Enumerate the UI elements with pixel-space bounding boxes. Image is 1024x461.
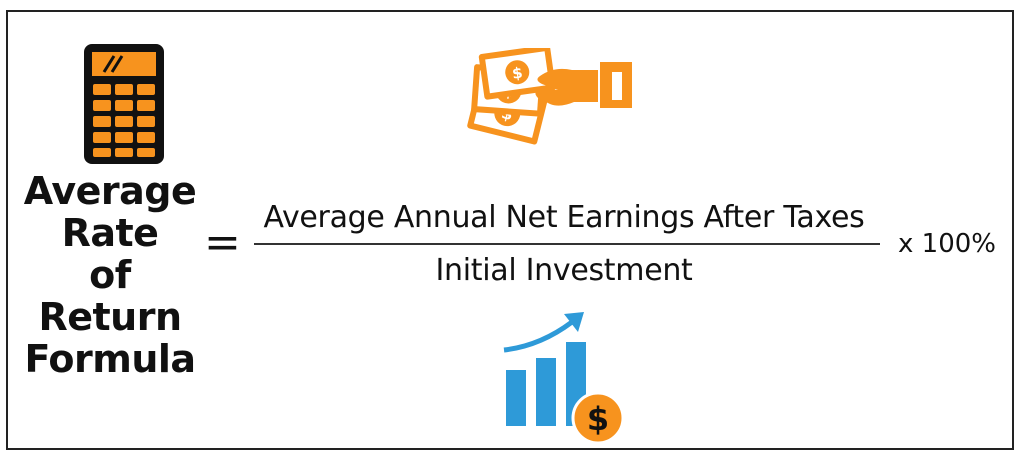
hand-holding-money-icon: $ $ $ bbox=[467, 48, 632, 145]
svg-text:$: $ bbox=[511, 64, 524, 83]
diagram-frame bbox=[6, 10, 1014, 450]
equals-sign: = bbox=[204, 217, 241, 268]
formula-denominator: Initial Investment bbox=[435, 253, 693, 288]
formula-title-line: Average bbox=[23, 169, 197, 213]
calculator-icon bbox=[84, 44, 164, 164]
fraction-bar bbox=[254, 243, 880, 245]
svg-text:$: $ bbox=[587, 400, 609, 438]
formula-multiplier: x 100% bbox=[898, 229, 996, 259]
formula-title-line: Rate bbox=[61, 211, 159, 255]
formula-title-line: of Return bbox=[38, 253, 182, 339]
bar-chart-growth-dollar-icon: $ bbox=[503, 312, 625, 445]
formula-numerator: Average Annual Net Earnings After Taxes bbox=[263, 200, 865, 235]
formula-title: Average Rate of Return Formula bbox=[12, 170, 208, 380]
formula-title-line: Formula bbox=[24, 337, 196, 381]
